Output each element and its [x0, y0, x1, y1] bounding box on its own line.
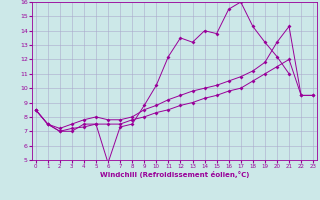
X-axis label: Windchill (Refroidissement éolien,°C): Windchill (Refroidissement éolien,°C): [100, 171, 249, 178]
